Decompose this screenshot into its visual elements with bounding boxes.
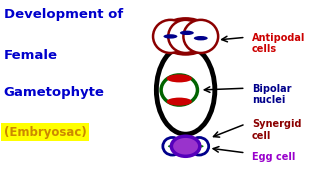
- Ellipse shape: [183, 20, 218, 53]
- Ellipse shape: [168, 20, 203, 53]
- Ellipse shape: [172, 136, 200, 156]
- Ellipse shape: [161, 75, 197, 105]
- Ellipse shape: [164, 34, 177, 39]
- Ellipse shape: [156, 46, 215, 134]
- Ellipse shape: [167, 98, 192, 106]
- Text: Gametophyte: Gametophyte: [4, 86, 105, 99]
- Ellipse shape: [160, 19, 212, 54]
- Text: Antipodal
cells: Antipodal cells: [252, 33, 305, 54]
- Ellipse shape: [153, 20, 188, 53]
- Ellipse shape: [190, 138, 209, 155]
- Text: Development of: Development of: [4, 8, 123, 21]
- Text: (Embryosac): (Embryosac): [4, 126, 87, 139]
- Ellipse shape: [195, 145, 204, 148]
- Text: Egg cell: Egg cell: [252, 152, 295, 162]
- Ellipse shape: [194, 36, 208, 40]
- Ellipse shape: [163, 138, 182, 155]
- Ellipse shape: [180, 31, 194, 35]
- Text: Synergid
cell: Synergid cell: [252, 120, 301, 141]
- Text: Bipolar
nuclei: Bipolar nuclei: [252, 84, 292, 105]
- Text: Female: Female: [4, 49, 58, 62]
- Ellipse shape: [168, 145, 177, 148]
- Ellipse shape: [167, 74, 192, 82]
